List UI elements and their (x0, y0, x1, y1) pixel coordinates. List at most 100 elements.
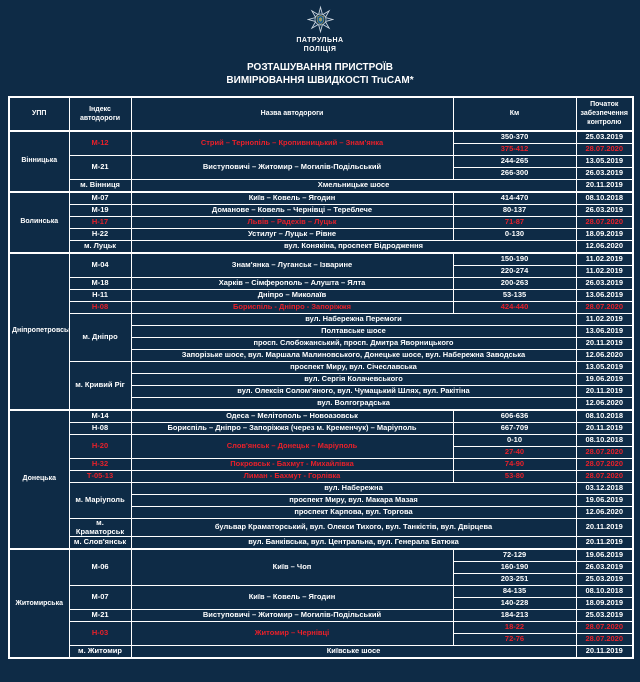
km-cell: 84-135 (452, 585, 577, 599)
road-name-cell: Житомир – Чернівці (130, 621, 454, 647)
road-name-cell: Покровськ - Бахмут - Михайлівка (130, 457, 454, 471)
region-cell: Вінницька (8, 129, 70, 193)
page-title-line2: ВИМІРЮВАННЯ ШВИДКОСТІ TruCAM* (226, 74, 414, 86)
road-index-cell: Н-08 (68, 421, 132, 435)
km-cell: 71-87 (452, 215, 577, 229)
date-cell: 25.03.2019 (575, 609, 634, 623)
table-row: проспект Карпова, вул. Торгова 12.06.2020 (9, 505, 634, 519)
road-index-cell: Н-17 (68, 215, 132, 229)
road-index-cell: м. Краматорськ (68, 517, 132, 538)
date-cell: 25.03.2019 (575, 129, 634, 144)
km-cell: 244-265 (452, 154, 577, 168)
road-index-cell: Н-32 (68, 457, 132, 471)
region-cell: Житомирська (8, 548, 70, 659)
table-row: Житомирська М-06 Київ – Чоп 72-129 19.06.201… (8, 548, 634, 659)
km-cell: 140-228 (452, 597, 577, 611)
date-cell: 19.06.2019 (575, 372, 634, 386)
road-name-cell: просп. Слобожанський, просп. Дмитра Явор… (130, 336, 577, 350)
road-name-cell: вул. Олексія Солом'яного, вул. Чумацький… (130, 384, 577, 398)
road-name-cell: вул. Набережна (130, 481, 577, 495)
table-row: Н-03 Житомир – Чернівці 18-22 28.07.2020 (9, 621, 634, 647)
km-cell: 150-190 (452, 251, 577, 266)
page-title: РОЗТАШУВАННЯ ПРИСТРОЇВ ВИМІРЮВАННЯ ШВИДК… (0, 61, 640, 87)
road-index-cell: Н-03 (68, 621, 132, 647)
date-cell: 26.03.2019 (575, 276, 634, 290)
table-row: Волинська М-07 Київ – Ковель – Ягодин 414-4… (8, 190, 634, 254)
km-cell: 375-412 (452, 142, 577, 156)
road-name-cell: вул. Волгоградська (130, 396, 577, 411)
date-cell: 28.07.2020 (575, 215, 634, 229)
road-index-cell: М-21 (68, 609, 132, 623)
km-cell: 0-10 (452, 433, 577, 447)
road-name-cell: вул. Конякіна, проспект Відродження (130, 239, 577, 254)
region-cell: Волинська (8, 190, 70, 254)
road-name-cell: Київ – Ковель – Ягодин (130, 190, 454, 205)
road-name-cell: Доманове – Ковель – Чернівці – Тереблече (130, 203, 454, 217)
table-row: Н-08 Бориспіль - Дніпро - Запоріжжя 424-44… (9, 300, 634, 314)
road-index-cell: м. Вінниця (68, 178, 132, 193)
road-index-cell: М-18 (68, 276, 132, 290)
table-row: М-21 Виступовичі – Житомир – Могилів-Поді… (9, 609, 634, 623)
km-cell: 266-300 (452, 166, 577, 180)
date-cell: 20.11.2019 (575, 178, 634, 193)
km-cell: 350-370 (452, 129, 577, 144)
road-name-cell: Полтавське шосе (130, 324, 577, 338)
road-index-cell: М-12 (68, 129, 132, 156)
date-cell: 28.07.2020 (575, 621, 634, 635)
speed-camera-table: УПП Індекс автодороги Назва автодороги К… (8, 95, 634, 660)
road-name-cell: Львів – Радехів – Луцьк (130, 215, 454, 229)
date-cell: 12.06.2020 (575, 505, 634, 519)
km-cell: 74-90 (452, 457, 577, 471)
road-name-cell: Київ – Ковель – Ягодин (130, 585, 454, 611)
road-index-cell: М-14 (68, 408, 132, 423)
km-cell: 667-709 (452, 421, 577, 435)
road-index-cell: Н-08 (68, 300, 132, 314)
date-cell: 28.07.2020 (575, 469, 634, 483)
table-body: Вінницька М-12 Стрий – Тернопіль – Кропивн… (8, 129, 634, 659)
road-name-cell: Київ – Чоп (130, 548, 454, 587)
table-row: 72-76 28.07.2020 (9, 633, 634, 647)
date-cell: 28.07.2020 (575, 633, 634, 647)
date-cell: 28.07.2020 (575, 142, 634, 156)
km-cell: 160-190 (452, 561, 577, 575)
table-row: м. Луцьк вул. Конякіна, проспект Відродже… (9, 239, 634, 254)
road-name-cell: вул. Сергія Колачевського (130, 372, 577, 386)
date-cell: 11.02.2019 (575, 251, 634, 266)
km-cell: 203-251 (452, 573, 577, 587)
road-name-cell: вул. Банківська, вул. Центральна, вул. Г… (130, 536, 577, 550)
date-cell: 19.06.2019 (575, 548, 634, 563)
road-index-cell: Т-05-13 (68, 469, 132, 483)
date-cell: 13.06.2019 (575, 288, 634, 302)
km-cell: 27-40 (452, 445, 577, 459)
km-cell: 606-636 (452, 408, 577, 423)
road-name-cell: бульвар Краматорський, вул. Олекси Тихог… (130, 517, 577, 538)
road-index-cell: М-19 (68, 203, 132, 217)
date-cell: 18.09.2019 (575, 597, 634, 611)
road-index-cell: Н-11 (68, 288, 132, 302)
road-index-cell: м. Дніпро (68, 312, 132, 362)
road-name-cell: Слов'янськ – Донецьк – Маріуполь (130, 433, 454, 459)
date-cell: 12.06.2020 (575, 396, 634, 411)
table-row: 27-40 28.07.2020 (9, 445, 634, 459)
date-cell: 20.11.2019 (575, 421, 634, 435)
km-cell: 200-263 (452, 276, 577, 290)
road-name-cell: проспект Миру, вул. Макара Мазая (130, 493, 577, 507)
column-header-region: УПП (8, 96, 70, 132)
date-cell: 08.10.2018 (575, 408, 634, 423)
road-name-cell: Стрий – Тернопіль – Кропивницький – Знам… (130, 129, 454, 156)
column-header-road-index: Індекс автодороги (68, 96, 132, 132)
road-index-cell: м. Житомир (68, 645, 132, 659)
road-index-cell: М-07 (68, 585, 132, 611)
date-cell: 28.07.2020 (575, 300, 634, 314)
km-cell: 72-129 (452, 548, 577, 563)
km-cell: 53-80 (452, 469, 577, 483)
date-cell: 12.06.2020 (575, 239, 634, 254)
road-name-cell: Виступовичі – Житомир – Могилів-Подільсь… (130, 609, 454, 623)
table-row: Н-17 Львів – Радехів – Луцьк 71-87 28.07.20… (9, 215, 634, 229)
column-header-km: Км (452, 96, 577, 132)
table-row: м. Маріуполь вул. Набережна 03.12.2018 (9, 481, 634, 519)
table-row: Вінницька М-12 Стрий – Тернопіль – Кропивн… (8, 129, 634, 193)
km-cell: 414-470 (452, 190, 577, 205)
road-index-cell: м. Кривий Ріг (68, 360, 132, 411)
